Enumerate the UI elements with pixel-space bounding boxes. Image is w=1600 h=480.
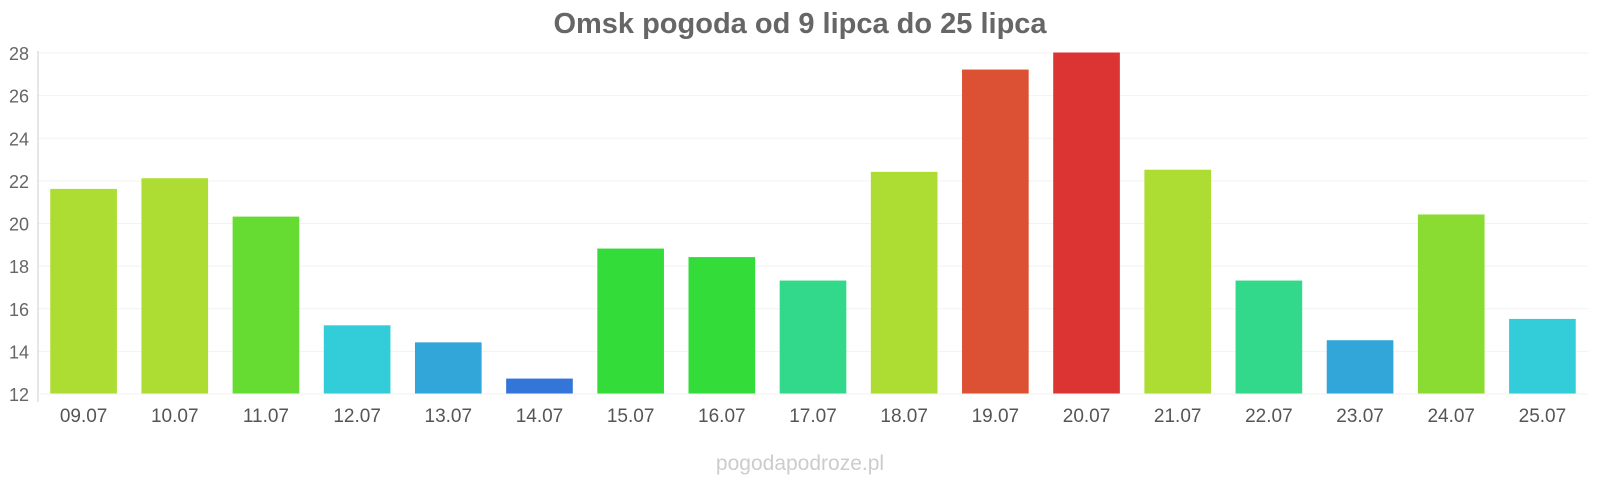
x-tick-labels: 09.07 10.07 11.07 12.07 13.07 14.07 15.07 16.07… [60,406,1566,427]
bar-15.07 [597,248,664,395]
y-tick-label: 16 [9,300,29,320]
y-tick-label: 20 [9,215,29,235]
x-tick-label: 22.07 [1245,406,1293,427]
bar-17.07 [779,280,847,395]
x-tick-label: 18.07 [880,406,928,427]
bar-21.07 [1144,169,1212,395]
bar-19.07 [962,69,1029,395]
axes [37,51,1588,402]
y-tick-label: 26 [9,87,29,107]
bar-09.07 [50,188,117,395]
x-tick-label: 12.07 [333,406,381,427]
x-tick-label: 16.07 [698,406,746,427]
bar-24.07 [1417,214,1485,395]
y-tick-label: 22 [9,172,29,192]
x-tick-label: 15.07 [607,406,655,427]
bar-25.07 [1509,318,1576,395]
x-tick-label: 13.07 [425,406,473,427]
y-tick-label: 14 [9,342,29,362]
x-tick-label: 17.07 [789,406,837,427]
x-tick-label: 19.07 [972,406,1020,427]
x-tick-label: 24.07 [1427,406,1475,427]
x-tick-label: 25.07 [1519,406,1567,427]
x-tick-label: 21.07 [1154,406,1202,427]
x-tick-label: 11.07 [243,406,289,427]
bars [50,52,1576,395]
bar-12.07 [323,325,391,395]
bar-13.07 [414,342,482,395]
bar-22.07 [1235,280,1303,395]
y-tick-label: 12 [9,385,29,405]
x-tick-label: 23.07 [1336,406,1384,427]
bar-16.07 [688,257,756,395]
bar-11.07 [232,216,300,395]
y-tick-label: 18 [9,257,29,277]
bar-14.07 [506,378,573,395]
x-tick-label: 10.07 [151,406,199,427]
y-tick-labels: 12 14 16 18 20 22 24 26 28 [9,44,29,405]
bar-20.07 [1053,52,1120,395]
bar-23.07 [1326,340,1394,395]
chart-title: Omsk pogoda od 9 lipca do 25 lipca [553,8,1047,40]
y-tick-label: 24 [9,129,29,149]
x-tick-label: 09.07 [60,406,108,427]
x-tick-label: 14.07 [516,406,564,427]
bar-10.07 [141,178,209,395]
source-watermark: pogodapodroze.pl [715,452,885,475]
y-tick-label: 28 [9,44,29,64]
x-tick-label: 20.07 [1063,406,1111,427]
bar-18.07 [870,171,938,395]
